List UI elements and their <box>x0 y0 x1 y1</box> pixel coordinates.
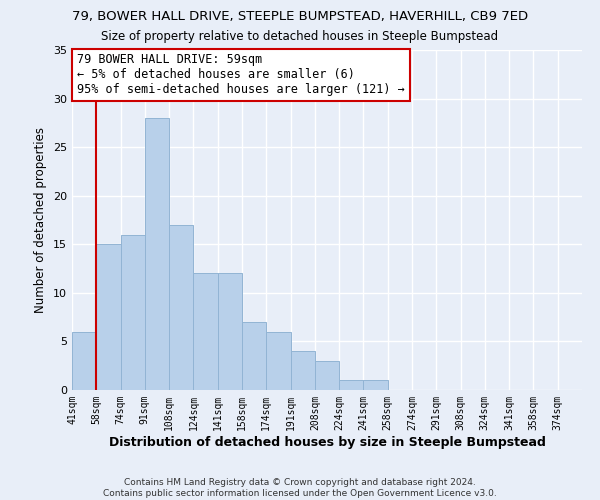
Bar <box>266 332 290 390</box>
Bar <box>315 361 339 390</box>
Bar <box>72 332 96 390</box>
Bar <box>242 322 266 390</box>
Bar <box>145 118 169 390</box>
Text: Size of property relative to detached houses in Steeple Bumpstead: Size of property relative to detached ho… <box>101 30 499 43</box>
Bar <box>96 244 121 390</box>
Text: 79, BOWER HALL DRIVE, STEEPLE BUMPSTEAD, HAVERHILL, CB9 7ED: 79, BOWER HALL DRIVE, STEEPLE BUMPSTEAD,… <box>72 10 528 23</box>
Bar <box>193 274 218 390</box>
Bar <box>339 380 364 390</box>
Text: 79 BOWER HALL DRIVE: 59sqm
← 5% of detached houses are smaller (6)
95% of semi-d: 79 BOWER HALL DRIVE: 59sqm ← 5% of detac… <box>77 54 405 96</box>
X-axis label: Distribution of detached houses by size in Steeple Bumpstead: Distribution of detached houses by size … <box>109 436 545 448</box>
Bar <box>169 225 193 390</box>
Bar <box>121 234 145 390</box>
Text: Contains HM Land Registry data © Crown copyright and database right 2024.
Contai: Contains HM Land Registry data © Crown c… <box>103 478 497 498</box>
Bar <box>218 274 242 390</box>
Bar <box>364 380 388 390</box>
Y-axis label: Number of detached properties: Number of detached properties <box>34 127 47 313</box>
Bar <box>290 351 315 390</box>
